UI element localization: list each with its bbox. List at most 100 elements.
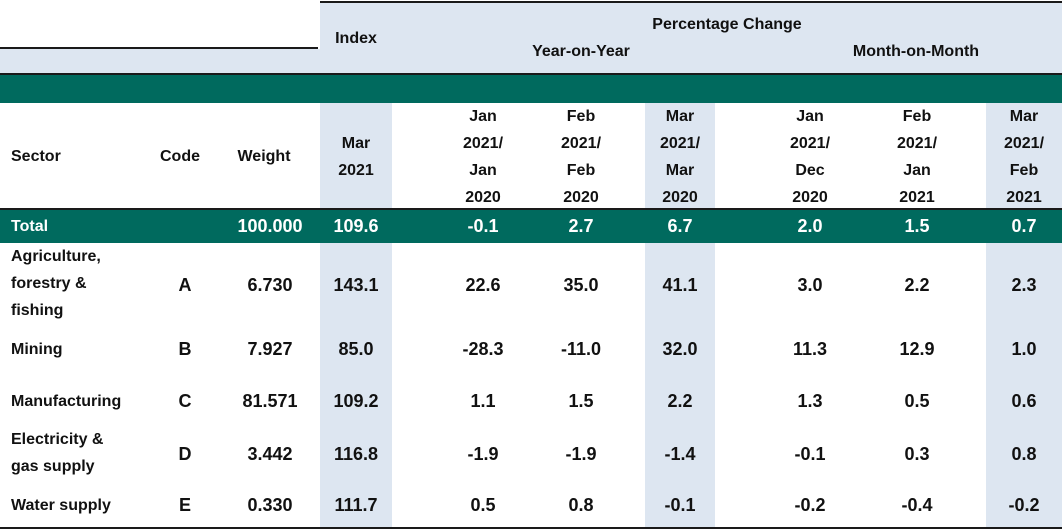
row-c-index: 109.2 xyxy=(333,390,379,411)
header-line: 2020 xyxy=(465,189,501,206)
header-bottom-rule xyxy=(0,73,1062,75)
yoy-feb-header: Feb 2021/ Feb 2020 xyxy=(543,103,619,211)
row-c-mom-jan: 1.3 xyxy=(797,390,823,411)
row-d-yoy-mar: -1.4 xyxy=(664,443,696,464)
index-column-highlight xyxy=(320,103,392,529)
header-line: Jan xyxy=(469,108,497,125)
row-a-yoy-jan: 22.6 xyxy=(465,274,501,295)
total-weight: 100.000 xyxy=(237,216,303,236)
left-header-band xyxy=(0,49,320,74)
header-line: Jan xyxy=(796,108,824,125)
row-b-mom-feb: 12.9 xyxy=(899,338,935,359)
sector-line: fishing xyxy=(11,302,64,319)
column-header-bottom-rule xyxy=(0,208,1062,210)
row-d-yoy-jan: -1.9 xyxy=(467,443,499,464)
mom-jan-header: Jan 2021/ Dec 2020 xyxy=(772,103,848,211)
sector-line: gas supply xyxy=(11,458,95,475)
index-period-year: 2021 xyxy=(338,162,374,179)
row-b-yoy-jan: -28.3 xyxy=(462,338,504,359)
sector-line: Agriculture, xyxy=(11,248,101,265)
top-rule-right xyxy=(320,1,1062,3)
header-line: 2021/ xyxy=(560,135,602,152)
header-line: Dec xyxy=(795,162,825,179)
header-line: 2021 xyxy=(899,189,935,206)
header-line: Feb xyxy=(1009,162,1039,179)
index-period-header: Mar 2021 xyxy=(320,130,392,184)
row-d-code: D xyxy=(178,443,192,464)
row-d-weight: 3.442 xyxy=(247,443,293,464)
row-c-yoy-feb: 1.5 xyxy=(568,390,594,411)
header-line: Jan xyxy=(469,162,497,179)
header-line: 2021/ xyxy=(659,135,701,152)
row-a-index: 143.1 xyxy=(333,274,379,295)
header-line: 2021/ xyxy=(896,135,938,152)
row-b-sector: Mining xyxy=(11,340,63,358)
total-label: Total xyxy=(11,217,49,235)
row-e-code: E xyxy=(178,494,191,515)
total-mom-mar: 0.7 xyxy=(1011,216,1037,236)
table-bottom-rule xyxy=(0,527,1062,529)
row-b-mom-mar: 1.0 xyxy=(1011,338,1037,359)
header-line: Feb xyxy=(566,108,596,125)
row-b-code: B xyxy=(178,338,192,359)
header-line: 2021/ xyxy=(462,135,504,152)
weight-column-header: Weight xyxy=(237,148,291,165)
row-c-code: C xyxy=(178,390,192,411)
row-b-mom-jan: 11.3 xyxy=(792,338,828,359)
total-mom-feb: 1.5 xyxy=(904,216,930,236)
row-e-mom-mar: -0.2 xyxy=(1008,494,1040,515)
total-mom-jan: 2.0 xyxy=(797,216,823,236)
row-d-yoy-feb: -1.9 xyxy=(565,443,597,464)
row-e-mom-jan: -0.2 xyxy=(794,494,826,515)
total-row-band xyxy=(0,210,1062,243)
row-b-yoy-mar: 32.0 xyxy=(662,338,698,359)
row-a-weight: 6.730 xyxy=(247,274,293,295)
row-d-mom-feb: 0.3 xyxy=(904,443,930,464)
mar-yoy-column-highlight xyxy=(645,103,715,529)
row-e-sector: Water supply xyxy=(11,496,111,514)
month-on-month-header: Month-on-Month xyxy=(852,43,980,60)
header-line: 2020 xyxy=(563,189,599,206)
row-e-yoy-feb: 0.8 xyxy=(568,494,594,515)
header-line: 2021 xyxy=(1006,189,1042,206)
row-c-mom-feb: 0.5 xyxy=(904,390,930,411)
total-yoy-feb: 2.7 xyxy=(568,216,594,236)
row-d-sector: Electricity & gas supply xyxy=(0,426,150,482)
header-line: 2020 xyxy=(662,189,698,206)
total-yoy-jan: -0.1 xyxy=(467,216,499,236)
mom-mar-header: Mar 2021/ Feb 2021 xyxy=(986,103,1062,211)
yoy-jan-header: Jan 2021/ Jan 2020 xyxy=(445,103,521,211)
header-line: Mar xyxy=(665,162,695,179)
header-band-highlight xyxy=(320,2,1062,74)
header-line: Feb xyxy=(566,162,596,179)
teal-separator-band xyxy=(0,75,1062,103)
header-line: Mar xyxy=(665,108,695,125)
code-column-header: Code xyxy=(160,148,200,165)
row-a-mom-mar: 2.3 xyxy=(1011,274,1037,295)
header-line: Jan xyxy=(903,162,931,179)
left-header-rule xyxy=(0,47,318,49)
row-b-index: 85.0 xyxy=(338,338,374,359)
row-d-mom-mar: 0.8 xyxy=(1011,443,1037,464)
row-e-weight: 0.330 xyxy=(247,494,293,515)
row-d-index: 116.8 xyxy=(333,443,379,464)
yoy-mar-header: Mar 2021/ Mar 2020 xyxy=(645,103,715,211)
percentage-change-header: Percentage Change xyxy=(652,16,802,33)
row-a-sector: Agriculture, forestry & fishing xyxy=(0,243,150,327)
row-d-mom-jan: -0.1 xyxy=(794,443,826,464)
header-line: 2021/ xyxy=(1003,135,1045,152)
row-e-mom-feb: -0.4 xyxy=(901,494,933,515)
row-a-mom-feb: 2.2 xyxy=(904,274,930,295)
sector-line: forestry & xyxy=(11,275,87,292)
mom-feb-header: Feb 2021/ Jan 2021 xyxy=(879,103,955,211)
total-yoy-mar: 6.7 xyxy=(667,216,693,236)
row-e-yoy-jan: 0.5 xyxy=(470,494,496,515)
row-a-yoy-feb: 35.0 xyxy=(563,274,599,295)
sector-line: Electricity & xyxy=(11,431,104,448)
header-line: Feb xyxy=(902,108,932,125)
row-a-yoy-mar: 41.1 xyxy=(662,274,698,295)
row-c-weight: 81.571 xyxy=(242,390,298,411)
row-a-mom-jan: 3.0 xyxy=(797,274,823,295)
header-line: Mar xyxy=(1009,108,1039,125)
row-b-yoy-feb: -11.0 xyxy=(560,338,602,359)
